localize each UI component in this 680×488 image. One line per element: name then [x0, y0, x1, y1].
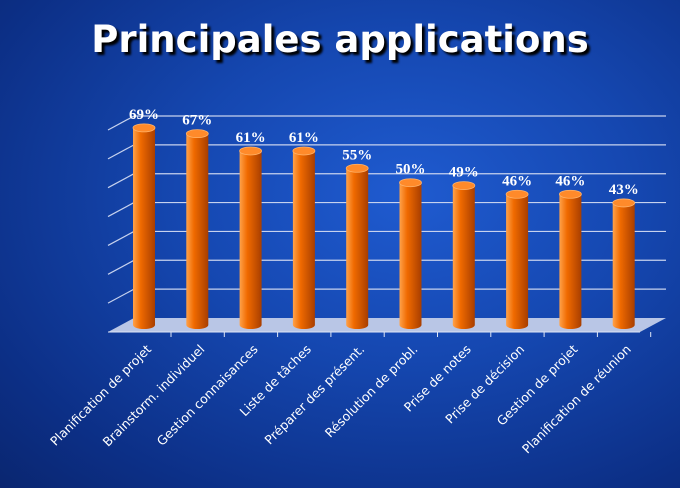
bar [559, 189, 582, 329]
bars [132, 123, 636, 329]
bar [292, 146, 316, 329]
value-label: 50% [396, 162, 426, 178]
value-label: 61% [236, 130, 266, 146]
bar [132, 123, 156, 329]
category-label: Planification de projet [47, 341, 154, 448]
bar [345, 163, 369, 329]
value-label: 49% [449, 165, 479, 181]
gridline [107, 144, 666, 160]
gridline [107, 115, 666, 131]
category-label: Résolution de probl. [322, 342, 421, 441]
value-label: 46% [502, 173, 532, 189]
bar [612, 198, 636, 329]
value-label: 67% [182, 113, 212, 129]
gridline [107, 173, 666, 189]
bar [185, 129, 209, 329]
value-label: 69% [129, 107, 159, 123]
category-label: Planification de réunion [519, 342, 634, 457]
category-label: Préparer des présent. [261, 342, 367, 448]
bar [239, 146, 263, 329]
bar [452, 181, 476, 329]
value-labels: 69% 67% 61% 61% 55% 50% 49% 46% 46% 43% [129, 107, 639, 198]
value-label: 46% [555, 173, 585, 189]
chart-title: Principales applications [91, 18, 589, 61]
category-label: Brainstorm. individuel [100, 342, 208, 450]
value-label: 43% [609, 182, 639, 198]
bar [399, 178, 422, 329]
value-label: 61% [289, 130, 319, 146]
bar [505, 189, 529, 329]
value-label: 55% [342, 147, 372, 163]
category-label: Gestion connaisances [154, 342, 261, 449]
